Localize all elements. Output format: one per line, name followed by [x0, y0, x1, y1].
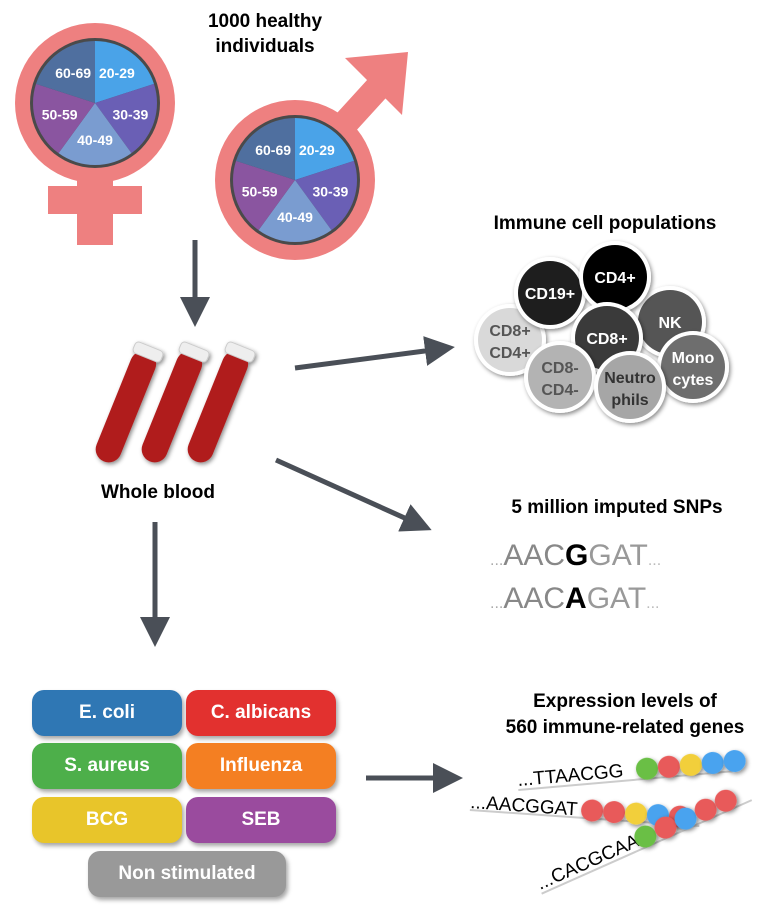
- pie-label: 50-59: [242, 183, 278, 199]
- pie-label: 30-39: [312, 183, 348, 199]
- pie-slice-40-49: [58, 103, 132, 165]
- arrow-to-cells: [294, 336, 455, 371]
- cell-neutrophils: Neutro phils: [594, 351, 666, 423]
- arrow-to-snps: [274, 457, 432, 532]
- expression-title-1: Expression levels of: [533, 691, 717, 712]
- stimulus-e-coli: E. coli: [32, 690, 182, 736]
- stimulus-label: Non stimulated: [118, 863, 256, 884]
- pie-label: 20-29: [99, 65, 135, 81]
- expression-bead: [635, 757, 658, 780]
- immune-cells: CD8+ CD4+ CD19+ NK CD4+ CD8+ CD8- CD4- Mono cytes…: [474, 241, 729, 423]
- expression-bead: [657, 755, 680, 778]
- expression-bead: [674, 807, 697, 830]
- cell-label: Neutro: [604, 370, 656, 387]
- blood-tubes: [95, 341, 256, 463]
- stimulus-label: BCG: [85, 809, 129, 830]
- female-symbol: 20-29 30-39 40-49 50-59 60-69: [15, 23, 175, 245]
- cell-cd8cd4: CD8+ CD4+: [474, 304, 546, 376]
- cell-cd4: CD4+: [579, 241, 651, 313]
- stimulus-c-albicans: C. albicans: [186, 690, 336, 736]
- pie-slice-20-29: [95, 41, 154, 103]
- gene-seq-3: ...CACGCAA: [533, 831, 642, 895]
- cell-label: NK: [658, 315, 682, 332]
- pie-slice-30-39: [295, 160, 357, 231]
- cell-label: phils: [611, 392, 648, 409]
- cell-label: CD4+: [594, 270, 635, 287]
- stimulus-label: SEB: [241, 809, 281, 830]
- pie-slice-50-59: [233, 160, 295, 231]
- pie-label: 20-29: [299, 142, 335, 158]
- expression-bead: [679, 753, 702, 776]
- gene-seq-1: ...TTAACGG: [517, 761, 625, 791]
- pie-slice-50-59: [33, 83, 95, 154]
- pie-slice-60-69: [236, 118, 295, 180]
- stimulus-bcg: BCG: [32, 797, 182, 843]
- stimulus-label: S. aureus: [64, 755, 150, 776]
- cell-label: CD4+: [489, 345, 530, 362]
- snps-title: 5 million imputed SNPs: [511, 497, 722, 518]
- pie-slice-30-39: [95, 83, 157, 154]
- pie-label: 60-69: [55, 65, 91, 81]
- expression-bead: [694, 798, 717, 821]
- pie-label: 50-59: [42, 106, 78, 122]
- cell-cd19: CD19+: [514, 257, 586, 329]
- cell-label: CD8-: [541, 360, 578, 377]
- expression-bead: [581, 799, 604, 822]
- immune-title: Immune cell populations: [494, 213, 717, 234]
- cell-monocytes: Mono cytes: [657, 331, 729, 403]
- expression-strands: ...TTAACGG ...AACGGAT ...CACGCAA: [470, 750, 753, 895]
- male-symbol: 20-29 30-39 40-49 50-59 60-69: [215, 52, 408, 260]
- age-pie-male: 20-29 30-39 40-49 50-59 60-69: [230, 115, 360, 245]
- cell-label: CD19+: [525, 286, 575, 303]
- expression-bead: [723, 750, 746, 773]
- age-pie-female: 20-29 30-39 40-49 50-59 60-69: [30, 38, 160, 168]
- expression-bead: [654, 816, 677, 839]
- stimulus-label: Influenza: [219, 755, 303, 776]
- svg-text:...AACAGAT...: ...AACAGAT...: [490, 582, 660, 615]
- cell-label: CD8+: [586, 331, 627, 348]
- pie-label: 40-49: [277, 209, 313, 225]
- stimulus-s-aureus: S. aureus: [32, 743, 182, 789]
- expression-bead: [634, 825, 657, 848]
- cell-cd8cd4: CD8- CD4-: [524, 341, 596, 413]
- whole-blood-label: Whole blood: [101, 482, 215, 503]
- cohort-title-2: individuals: [215, 36, 314, 57]
- pie-slice-40-49: [258, 180, 332, 242]
- gene-seq-2: ...AACGGAT: [470, 792, 579, 820]
- pie-label: 40-49: [77, 132, 113, 148]
- snp-sequences: ...AACGGAT... ...AACAGAT...: [490, 539, 661, 615]
- stimulus-label: E. coli: [79, 702, 135, 723]
- expression-bead: [603, 801, 626, 824]
- pie-label: 60-69: [255, 142, 291, 158]
- cohort-title-1: 1000 healthy: [208, 11, 322, 32]
- stimulus-influenza: Influenza: [186, 743, 336, 789]
- pie-label: 30-39: [112, 106, 148, 122]
- stimulus-seb: SEB: [186, 797, 336, 843]
- expression-title-2: 560 immune-related genes: [506, 717, 745, 738]
- pie-slice-20-29: [295, 118, 354, 180]
- arrows: [140, 240, 463, 793]
- cell-label: Mono: [672, 350, 715, 367]
- cell-label: cytes: [673, 372, 714, 389]
- cell-label: CD8+: [489, 323, 530, 340]
- expression-bead: [701, 751, 724, 774]
- pie-slice-60-69: [36, 41, 95, 103]
- stimulus-non-stimulated: Non stimulated: [88, 851, 286, 897]
- svg-text:...AACGGAT...: ...AACGGAT...: [490, 539, 661, 572]
- expression-bead: [625, 802, 648, 825]
- stimulus-label: C. albicans: [210, 702, 312, 723]
- cell-label: CD4-: [541, 382, 578, 399]
- expression-bead: [714, 789, 737, 812]
